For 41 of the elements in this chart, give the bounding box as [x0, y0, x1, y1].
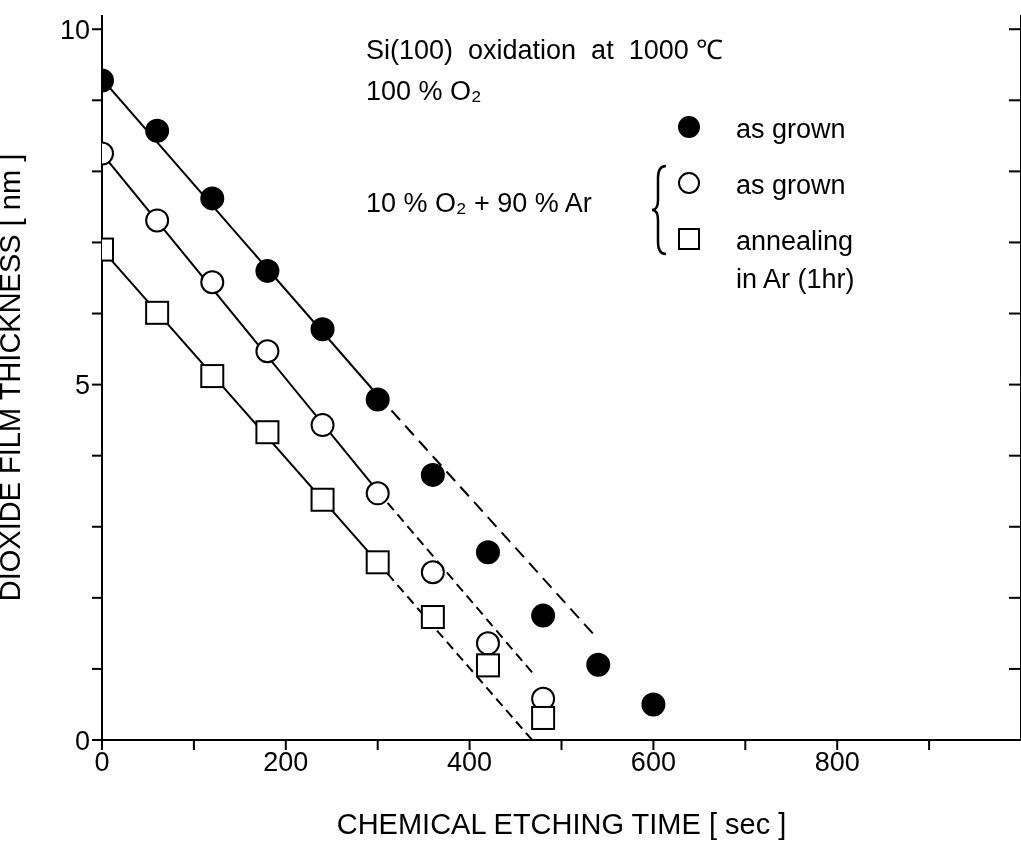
- point: [255, 420, 280, 445]
- point: [420, 560, 445, 585]
- y-tick-label: 0: [74, 725, 90, 756]
- x-tick-label: 400: [447, 747, 493, 778]
- point: [310, 413, 335, 438]
- point: [145, 208, 170, 233]
- y-tick-label: 5: [74, 370, 90, 401]
- annotation: 100 % O₂: [366, 76, 482, 107]
- point: [255, 339, 280, 364]
- y-tick-label: 10: [59, 14, 90, 45]
- point: [200, 270, 225, 295]
- annotation: 10 % O₂ + 90 % Ar: [366, 188, 592, 219]
- point: [310, 317, 335, 342]
- point: [420, 462, 445, 487]
- point: [365, 481, 390, 506]
- annotation: Si(100) oxidation at 1000 ℃: [366, 34, 724, 67]
- legend-label: annealing in Ar (1hr): [736, 225, 856, 296]
- legend-label: as grown: [736, 113, 847, 146]
- point: [475, 540, 500, 565]
- x-tick-label: 0: [94, 747, 110, 778]
- legend-label: as grown: [736, 169, 847, 202]
- point: [475, 653, 500, 678]
- point: [310, 487, 335, 512]
- point: [586, 652, 611, 677]
- point: [365, 387, 390, 412]
- point: [365, 550, 390, 575]
- point: [255, 258, 280, 283]
- point: [145, 300, 170, 325]
- x-tick-label: 800: [814, 747, 860, 778]
- point: [531, 705, 556, 730]
- point: [420, 605, 445, 630]
- point: [531, 603, 556, 628]
- y-axis-title: DIOXIDE FILM THICKNESS [ nm ]: [0, 153, 27, 602]
- x-tick-label: 600: [630, 747, 676, 778]
- point: [200, 364, 225, 389]
- point: [145, 118, 170, 143]
- point: [641, 692, 666, 717]
- point: [475, 631, 500, 656]
- x-axis-title: CHEMICAL ETCHING TIME [ sec ]: [336, 808, 787, 840]
- point: [200, 186, 225, 211]
- x-tick-label: 200: [263, 747, 309, 778]
